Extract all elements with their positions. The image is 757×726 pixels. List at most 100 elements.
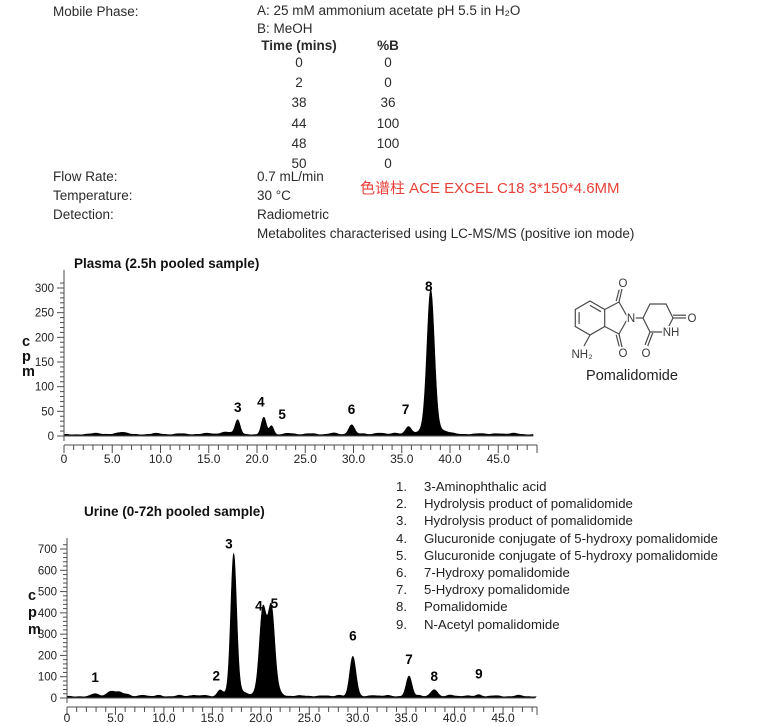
y-axis-label: m — [22, 364, 35, 380]
column-note: 色谱柱 ACE EXCEL C18 3*150*4.6MM — [360, 180, 620, 197]
atom-o-right: O — [688, 313, 697, 325]
legend-item: 2. Hydrolysis product of pomalidomide — [396, 495, 718, 512]
legend-item-number: 2. — [396, 496, 407, 512]
metabolite-legend: 1. 3-Aminophthalic acid 2. Hydrolysis produ… — [396, 478, 718, 633]
peak-label-5: 5 — [271, 596, 279, 611]
atom-n-imide: N — [627, 313, 635, 325]
peak-label-5: 5 — [278, 407, 286, 422]
gradient-percentb-cell: 100 — [376, 135, 400, 151]
peak-label-3: 3 — [225, 537, 233, 552]
legend-item-number: 8. — [396, 599, 407, 615]
atom-o-glut: O — [642, 348, 651, 360]
y-axis-label: c — [22, 334, 30, 350]
chart-title: Urine (0-72h pooled sample) — [84, 504, 265, 519]
y-tick-label: 400 — [38, 608, 57, 620]
legend-item-text: 3-Aminophthalic acid — [424, 479, 547, 494]
peak-label-1: 1 — [91, 670, 99, 685]
gradient-time-cell: 38 — [291, 95, 307, 111]
x-tick-label: 45.0 — [491, 711, 515, 725]
x-tick-label: 5.0 — [104, 452, 121, 466]
radioactivity-trace — [63, 288, 534, 437]
legend-item: 1. 3-Aminophthalic acid — [396, 478, 718, 495]
temperature-value: 30 °C — [257, 188, 291, 203]
legend-item-text: 5-Hydroxy pomalidomide — [424, 582, 570, 598]
legend-item-number: 5. — [396, 547, 407, 563]
legend-item: 8. Pomalidomide — [396, 598, 718, 615]
legend-item: 3. Hydrolysis product of pomalidomide — [396, 512, 718, 529]
legend-item-text: Hydrolysis product of pomalidomide — [424, 513, 633, 529]
chart-title: Plasma (2.5h pooled sample) — [74, 256, 259, 271]
y-axis-label: p — [28, 605, 37, 621]
gradient-percentb-cell: 0 — [384, 75, 392, 91]
gradient-time-cell: 0 — [295, 55, 303, 70]
legend-item-text: Pomalidomide — [424, 599, 508, 615]
peak-label-6: 6 — [348, 402, 356, 417]
gradient-percentb-cell: 36 — [380, 95, 396, 111]
legend-item-number: 1. — [396, 479, 407, 494]
x-tick-label: 5.0 — [107, 711, 124, 725]
y-tick-label: 150 — [35, 357, 54, 369]
peak-label-3: 3 — [234, 400, 242, 415]
structure-caption: Pomalidomide — [586, 368, 678, 384]
y-tick-label: 100 — [35, 382, 54, 394]
flow-rate-label: Flow Rate: — [53, 169, 118, 184]
atom-o-bottom: O — [619, 348, 628, 360]
x-tick-label: 40.0 — [443, 711, 467, 725]
peak-label-6: 6 — [349, 629, 357, 644]
y-axis-label: c — [28, 588, 36, 604]
x-tick-label: 30.0 — [342, 452, 366, 466]
gradient-time-cell: 44 — [291, 115, 307, 131]
legend-item-text: Glucuronide conjugate of 5-hydroxy pomal… — [424, 530, 718, 546]
peak-label-4: 4 — [257, 395, 265, 410]
radioactivity-trace — [66, 552, 537, 699]
x-tick-label: 40.0 — [438, 452, 462, 466]
peak-label-7: 7 — [402, 402, 410, 417]
peak-label-4: 4 — [255, 598, 263, 613]
plasma-chromatogram: 0 50 100 150 200 250 300 0 5.0 10.0 15.0 20.0 25.0 30… — [22, 256, 538, 466]
detection-label: Detection: — [53, 207, 114, 222]
peak-label-7: 7 — [405, 652, 413, 667]
y-tick-label: 200 — [35, 332, 54, 344]
x-tick-label: 30.0 — [346, 711, 370, 725]
gradient-percentb-cell: 100 — [376, 115, 400, 131]
gradient-percentb-cell: 0 — [384, 55, 392, 70]
y-axis-label: m — [28, 622, 41, 638]
legend-item-number: 9. — [396, 616, 407, 632]
atom-nh2: NH₂ — [571, 349, 592, 361]
y-tick-label: 200 — [38, 650, 57, 662]
mobile-phase-label: Mobile Phase: — [53, 4, 139, 19]
x-tick-label: 20.0 — [245, 452, 269, 466]
legend-item: 6. 7-Hydroxy pomalidomide — [396, 564, 718, 581]
y-tick-label: 100 — [38, 672, 57, 684]
gradient-time-cell: 48 — [291, 135, 307, 151]
gradient-percentb-cell: 0 — [384, 156, 392, 171]
y-tick-label: 300 — [38, 629, 57, 641]
legend-item-number: 3. — [396, 513, 407, 529]
legend-item-text: N-Acetyl pomalidomide — [424, 616, 560, 632]
y-tick-label: 500 — [38, 587, 57, 599]
gradient-time-cell: 2 — [295, 75, 303, 91]
atom-o-top: O — [619, 278, 628, 290]
peak-label-8: 8 — [430, 669, 438, 684]
x-tick-label: 20.0 — [249, 711, 273, 725]
x-tick-label: 25.0 — [298, 711, 322, 725]
x-tick-label: 35.0 — [390, 452, 414, 466]
x-tick-label: 25.0 — [294, 452, 318, 466]
y-tick-label: 300 — [35, 283, 54, 295]
gradient-col-time: Time (mins) — [261, 38, 337, 53]
peak-label-9: 9 — [475, 666, 483, 681]
detection-note: Metabolites characterised using LC-MS/MS… — [257, 226, 635, 241]
peak-label-8: 8 — [425, 279, 433, 294]
temperature-label: Temperature: — [53, 188, 133, 203]
y-tick-label: 0 — [51, 693, 57, 705]
y-tick-label: 600 — [38, 565, 57, 577]
atom-nh: NH — [663, 327, 680, 339]
mobile-phase-a: A: 25 mM ammonium acetate pH 5.5 in H₂O — [257, 3, 521, 18]
legend-item-number: 6. — [396, 565, 407, 581]
peak-label-2: 2 — [212, 669, 220, 684]
legend-item: 9. N-Acetyl pomalidomide — [396, 616, 718, 633]
x-tick-label: 15.0 — [201, 711, 225, 725]
x-tick-label: 0 — [64, 711, 71, 725]
